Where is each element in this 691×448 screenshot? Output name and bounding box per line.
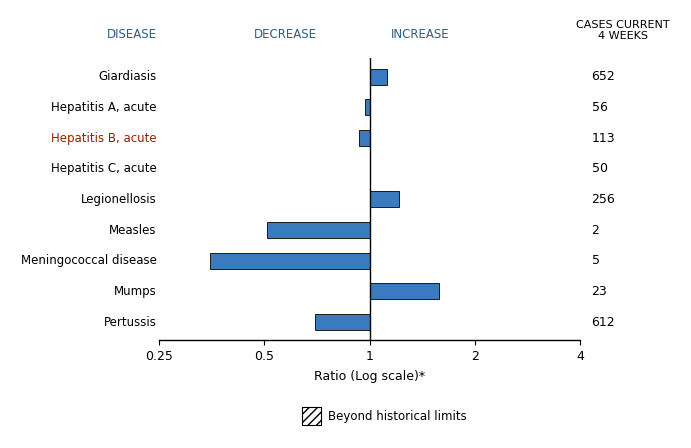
Text: Hepatitis B, acute: Hepatitis B, acute [51,132,157,145]
Bar [370,69,387,85]
Bar [316,314,370,330]
Bar [365,99,370,115]
Bar [370,284,439,299]
Text: 50: 50 [591,162,607,175]
Text: INCREASE: INCREASE [391,28,450,41]
Bar [210,253,370,269]
Text: CASES CURRENT
4 WEEKS: CASES CURRENT 4 WEEKS [576,20,670,41]
Text: DISEASE: DISEASE [107,28,157,41]
Text: Giardiasis: Giardiasis [99,70,157,83]
Text: 612: 612 [591,315,615,328]
Bar [370,191,399,207]
Text: Hepatitis C, acute: Hepatitis C, acute [51,162,157,175]
Text: Beyond historical limits: Beyond historical limits [328,409,466,422]
Text: Meningococcal disease: Meningococcal disease [21,254,157,267]
Bar [359,130,370,146]
Text: 113: 113 [591,132,615,145]
Bar [302,407,321,425]
Text: Hepatitis A, acute: Hepatitis A, acute [51,101,157,114]
Text: 56: 56 [591,101,607,114]
Text: Pertussis: Pertussis [104,315,157,328]
X-axis label: Ratio (Log scale)*: Ratio (Log scale)* [314,370,425,383]
Text: 2: 2 [591,224,599,237]
Bar [267,222,370,238]
Text: 652: 652 [591,70,615,83]
Text: 256: 256 [591,193,615,206]
Text: 5: 5 [591,254,600,267]
Text: Legionellosis: Legionellosis [81,193,157,206]
Text: 23: 23 [591,285,607,298]
Text: DECREASE: DECREASE [254,28,317,41]
Text: Mumps: Mumps [114,285,157,298]
Text: Measles: Measles [109,224,157,237]
